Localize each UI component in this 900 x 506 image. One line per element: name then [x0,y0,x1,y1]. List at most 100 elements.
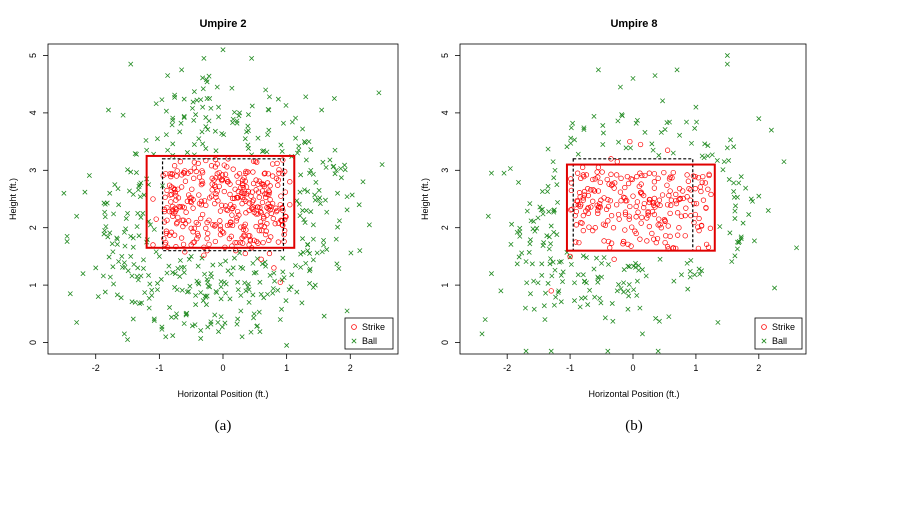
strike-point [229,206,235,212]
ball-point [728,137,733,143]
ball-point [175,265,181,271]
strike-point [673,198,679,204]
ball-point [179,287,185,293]
ball-point [67,291,73,297]
ball-point [235,279,241,285]
strike-point [702,180,708,186]
ball-point [210,262,216,268]
strike-point [629,224,635,230]
strike-point [706,172,712,179]
strike-point [594,169,600,175]
ball-point [642,129,648,135]
y-tick-label: 2 [440,225,450,230]
ball-point [259,148,265,154]
ball-point [297,213,303,219]
ball-point [242,280,248,286]
strike-point [259,227,265,234]
strike-point [586,224,592,230]
ball-point [115,186,121,192]
ball-point [743,185,749,191]
ball-point [595,275,601,281]
y-axis: 0 1 2 3 4 5 [440,53,460,345]
strike-point [242,221,248,227]
strike-point [670,169,676,176]
ball-point [136,233,142,239]
ball-point [122,243,128,249]
ball-point [527,241,533,247]
ball-point [570,120,576,126]
ball-point [626,264,632,270]
ball-point [164,270,170,276]
ball-point [666,314,672,320]
strike-point [208,163,215,169]
ball-point [190,99,196,105]
ball-point [581,125,587,131]
strike-point [191,159,198,165]
y-tick-label: 1 [28,283,38,288]
ball-point [564,144,570,150]
ball-point [158,276,164,282]
ball-point [509,221,515,227]
ball-point [196,136,202,142]
ball-point [517,225,523,231]
strike-point [213,194,219,200]
ball-point [724,61,730,67]
ball-point [524,208,530,214]
strike-point [239,235,245,241]
strike-point [651,236,657,242]
ball-point [615,118,621,124]
ball-point [223,258,229,264]
ball-point [102,214,108,220]
ball-point [204,96,210,102]
strike-point [256,194,262,200]
ball-point [772,285,778,291]
ball-point [734,239,740,245]
ball-point [215,319,221,325]
ball-point [298,172,304,178]
strike-point [597,179,603,186]
ball-point [324,247,330,253]
strike-point [277,279,283,285]
ball-point [201,55,207,61]
ball-point [204,276,210,282]
ball-point [621,267,627,273]
strike-point [255,189,262,195]
strike-point [655,175,661,181]
strike-point [222,203,229,209]
strike-point [696,227,702,234]
ball-point [218,284,224,290]
strike-point [664,202,671,208]
strike-point [265,171,271,177]
ball-point [625,288,631,294]
strike-point [635,209,641,215]
ball-point [508,241,514,247]
ball-point [205,127,211,133]
ball-point [227,296,233,302]
ball-point [159,97,165,103]
ball-point [250,292,256,298]
ball-point [168,314,174,320]
strike-point [639,214,645,221]
ball-point [485,213,491,219]
strike-point [578,219,584,226]
ball-point [599,260,605,266]
strike-point [605,238,612,245]
ball-point [265,132,271,138]
strike-point [580,212,586,219]
strike-point [637,236,643,242]
strike-point [638,220,644,226]
strike-point [185,192,192,198]
ball-point [250,260,256,266]
ball-point [554,182,560,188]
ball-point [539,261,545,267]
ball-point [128,253,134,259]
strike-point [633,203,639,210]
strike-point [249,199,255,205]
strike-point [622,198,629,204]
strike-point [241,190,248,196]
ball-point [303,94,309,100]
y-tick-label: 5 [28,53,38,58]
ball-point [146,272,152,278]
strike-point [568,180,574,186]
strike-point [661,217,668,223]
